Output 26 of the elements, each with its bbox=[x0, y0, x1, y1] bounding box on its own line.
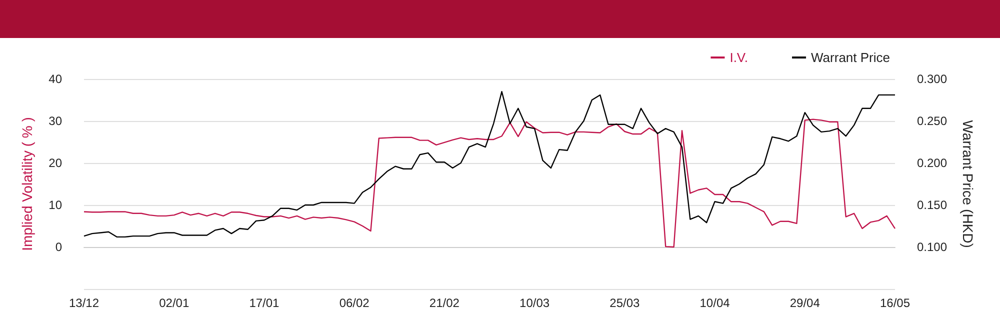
y-axis-title: Implied Volatility ( % ) bbox=[19, 117, 35, 251]
y2-axis-title: Warrant Price (HKD) bbox=[960, 120, 976, 248]
line-series bbox=[83, 91, 896, 238]
y-tick-label: 0 bbox=[55, 240, 62, 254]
y-tick-label: 10 bbox=[48, 198, 62, 212]
x-tick-label: 06/02 bbox=[339, 296, 370, 310]
x-tick-label: 25/03 bbox=[610, 296, 640, 310]
y2-tick-label: 0.250 bbox=[917, 114, 948, 128]
x-tick-label: 10/03 bbox=[520, 296, 550, 310]
x-tick-label: 13/12 bbox=[68, 296, 100, 310]
legend-label: I.V. bbox=[730, 50, 748, 65]
y-tick-label: 30 bbox=[48, 114, 62, 128]
legend-label: Warrant Price bbox=[811, 50, 890, 65]
y-tick-label: 40 bbox=[48, 72, 62, 86]
x-tick-label: 29/04 bbox=[790, 296, 820, 310]
line-series bbox=[83, 118, 896, 248]
y2-tick-label: 0.100 bbox=[917, 240, 948, 254]
y2-tick-label: 0.300 bbox=[917, 72, 948, 86]
x-tick-label: 17/01 bbox=[249, 296, 280, 310]
x-tick-label: 10/04 bbox=[700, 296, 730, 310]
x-tick-label: 21/02 bbox=[429, 296, 460, 310]
x-tick-label: 16/05 bbox=[880, 296, 910, 310]
x-tick-label: 02/01 bbox=[159, 296, 190, 310]
y-tick-label: 20 bbox=[48, 156, 62, 170]
y2-tick-label: 0.200 bbox=[917, 156, 948, 170]
y2-tick-label: 0.150 bbox=[917, 198, 948, 212]
